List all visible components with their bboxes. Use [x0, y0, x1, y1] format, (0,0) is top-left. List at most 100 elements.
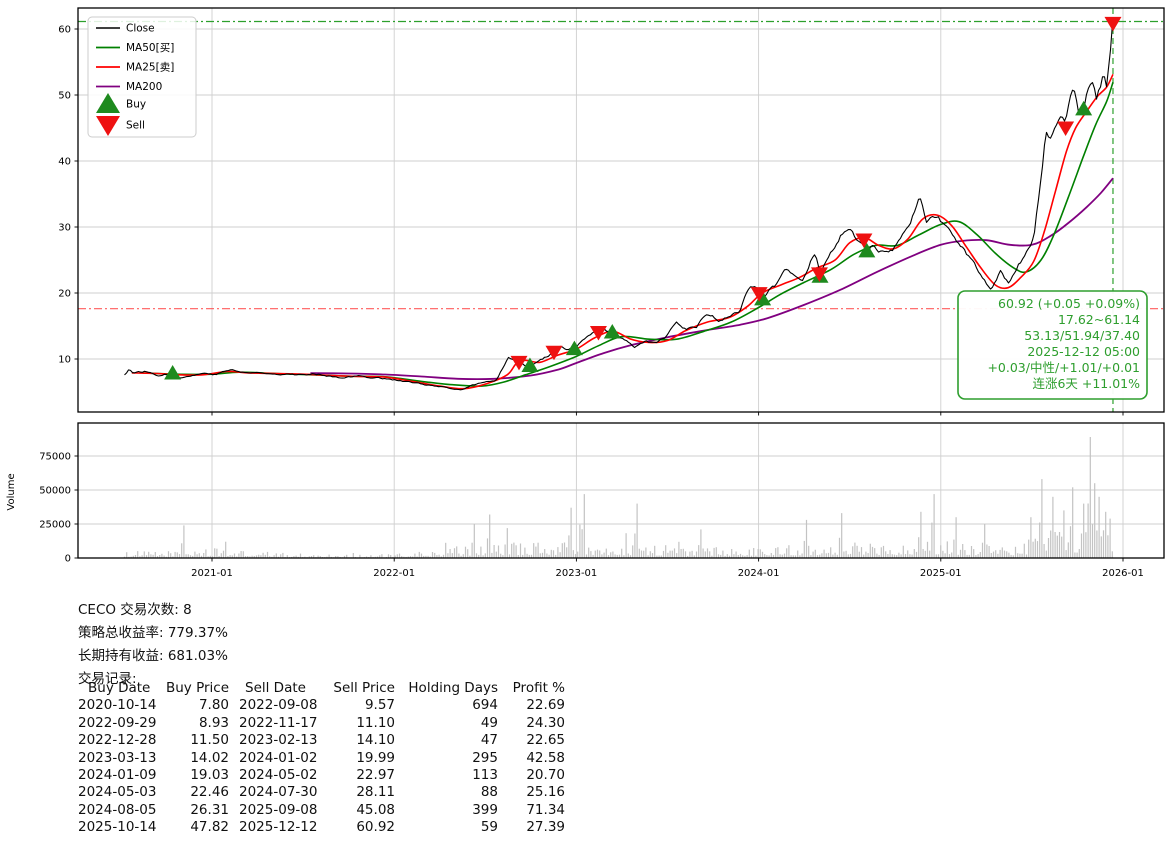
volume-bar: [425, 555, 427, 558]
volume-bar: [643, 550, 645, 558]
volume-bar: [231, 555, 233, 558]
volume-bar: [902, 545, 904, 558]
table-row-cell: 295: [472, 749, 498, 766]
volume-bar: [942, 550, 944, 558]
volume-bar: [519, 543, 522, 558]
volume-bar: [667, 552, 669, 558]
axis-ticks: [74, 28, 1124, 562]
price-y-tick-label: 50: [58, 91, 71, 102]
volume-bar: [537, 542, 539, 558]
volume-bar: [724, 555, 726, 558]
volume-bar: [588, 547, 590, 558]
legend-label: Close: [126, 23, 155, 35]
volume-bar: [390, 555, 392, 558]
volume-bar: [130, 556, 132, 558]
price-y-tick-label: 40: [58, 157, 71, 168]
volume-bar: [1041, 479, 1043, 558]
x-tick-label: 2021-01: [191, 568, 233, 579]
table-row: 2024-08-05 26.31 2025-09-08 45.08 399 71.34: [78, 802, 565, 819]
volume-bar: [640, 550, 643, 558]
volume-bar: [673, 548, 676, 558]
volume-bar: [636, 503, 638, 558]
volume-bar: [187, 554, 189, 558]
volume-bar: [775, 548, 777, 558]
volume-bar: [940, 545, 942, 558]
volume-bar: [1028, 539, 1030, 558]
volume-bar: [1098, 496, 1100, 558]
summary-line-trade-count: CECO 交易次数: 8: [78, 602, 192, 618]
volume-bar: [236, 556, 238, 558]
volume-bar: [165, 556, 167, 558]
volume-bar: [522, 554, 524, 558]
volume-bar: [205, 549, 207, 558]
volume-bar: [557, 547, 559, 558]
table-row-cell: 2025-10-14: [78, 819, 157, 836]
volume-bar: [764, 554, 766, 558]
volume-bar: [986, 544, 988, 558]
volume-bar: [286, 555, 288, 558]
volume-bar: [959, 549, 962, 558]
volume-bar: [876, 553, 878, 558]
volume-bar: [649, 551, 651, 558]
volume-bar: [946, 541, 948, 558]
volume-bar: [1076, 552, 1078, 558]
volume-bar: [858, 551, 860, 558]
buy-marker-icon: [603, 323, 621, 339]
volume-y-tick-label: 50000: [39, 486, 71, 497]
volume-bar: [555, 554, 557, 558]
x-tick-label: 2022-01: [373, 568, 415, 579]
volume-bar: [825, 553, 827, 558]
table-row-cell: 2022-09-29: [78, 714, 157, 731]
table-row-cell: 59: [480, 819, 498, 836]
table-row-cell: 14.02: [190, 749, 229, 766]
sell-marker-icon: [810, 267, 828, 282]
volume-bar: [572, 550, 574, 558]
table-row: 2023-03-13 14.02 2024-01-02 19.99 295 42.58: [78, 750, 565, 767]
volume-bar: [838, 537, 841, 558]
volume-bar: [814, 549, 816, 558]
volume-bar: [860, 547, 863, 558]
volume-y-axis-labels: 0 25000 50000 75000: [39, 452, 71, 565]
volume-bar: [194, 551, 196, 558]
table-row-cell: 11.50: [190, 732, 229, 749]
price-volume-chart: 2021-01 2022-01 2023-01 2024-01 2025-01 2026-…: [6, 7, 1165, 579]
volume-bar: [1107, 535, 1109, 558]
sell-marker-icon: [510, 355, 528, 371]
volume-bar: [396, 554, 398, 558]
volume-bar: [669, 550, 671, 558]
volume-bar: [966, 554, 968, 558]
volume-bar: [464, 546, 467, 558]
volume-bar: [471, 542, 473, 558]
volume-bar: [891, 554, 893, 558]
volume-bar: [145, 555, 148, 558]
sell-marker-icon: [589, 325, 607, 341]
volume-bar: [621, 548, 623, 558]
volume-bar: [280, 554, 282, 558]
volume-bar: [768, 555, 770, 558]
annotation-box: 60.92 (+0.05 +0.09%)17.62~61.1453.13/51.…: [957, 290, 1148, 400]
volume-bar: [429, 556, 431, 558]
table-row-cell: 8.93: [198, 714, 229, 731]
volume-bar: [753, 548, 755, 558]
volume-bar: [484, 553, 486, 558]
volume-bar: [1039, 522, 1041, 558]
volume-bar: [660, 555, 662, 558]
volume-bar: [376, 556, 379, 558]
volume-bar: [706, 548, 709, 558]
volume-bar: [737, 555, 739, 558]
table-row-cell: 2023-02-13: [239, 732, 318, 749]
volume-bar: [654, 545, 656, 558]
volume-bar: [317, 555, 319, 558]
volume-bar: [792, 555, 794, 558]
volume-bar: [141, 555, 143, 558]
backtest-summary: CECO 交易次数: 8 策略总收益率: 779.37% 长期持有收益: 681…: [78, 599, 228, 691]
volume-bar: [601, 554, 603, 558]
volume-bar: [865, 551, 867, 558]
volume-bar: [546, 553, 548, 558]
volume-bar: [726, 554, 728, 558]
volume-bar: [1045, 550, 1047, 558]
volume-bar: [638, 548, 640, 558]
volume-bar: [456, 546, 458, 558]
volume-bar: [924, 550, 926, 558]
volume-bar: [808, 545, 810, 558]
